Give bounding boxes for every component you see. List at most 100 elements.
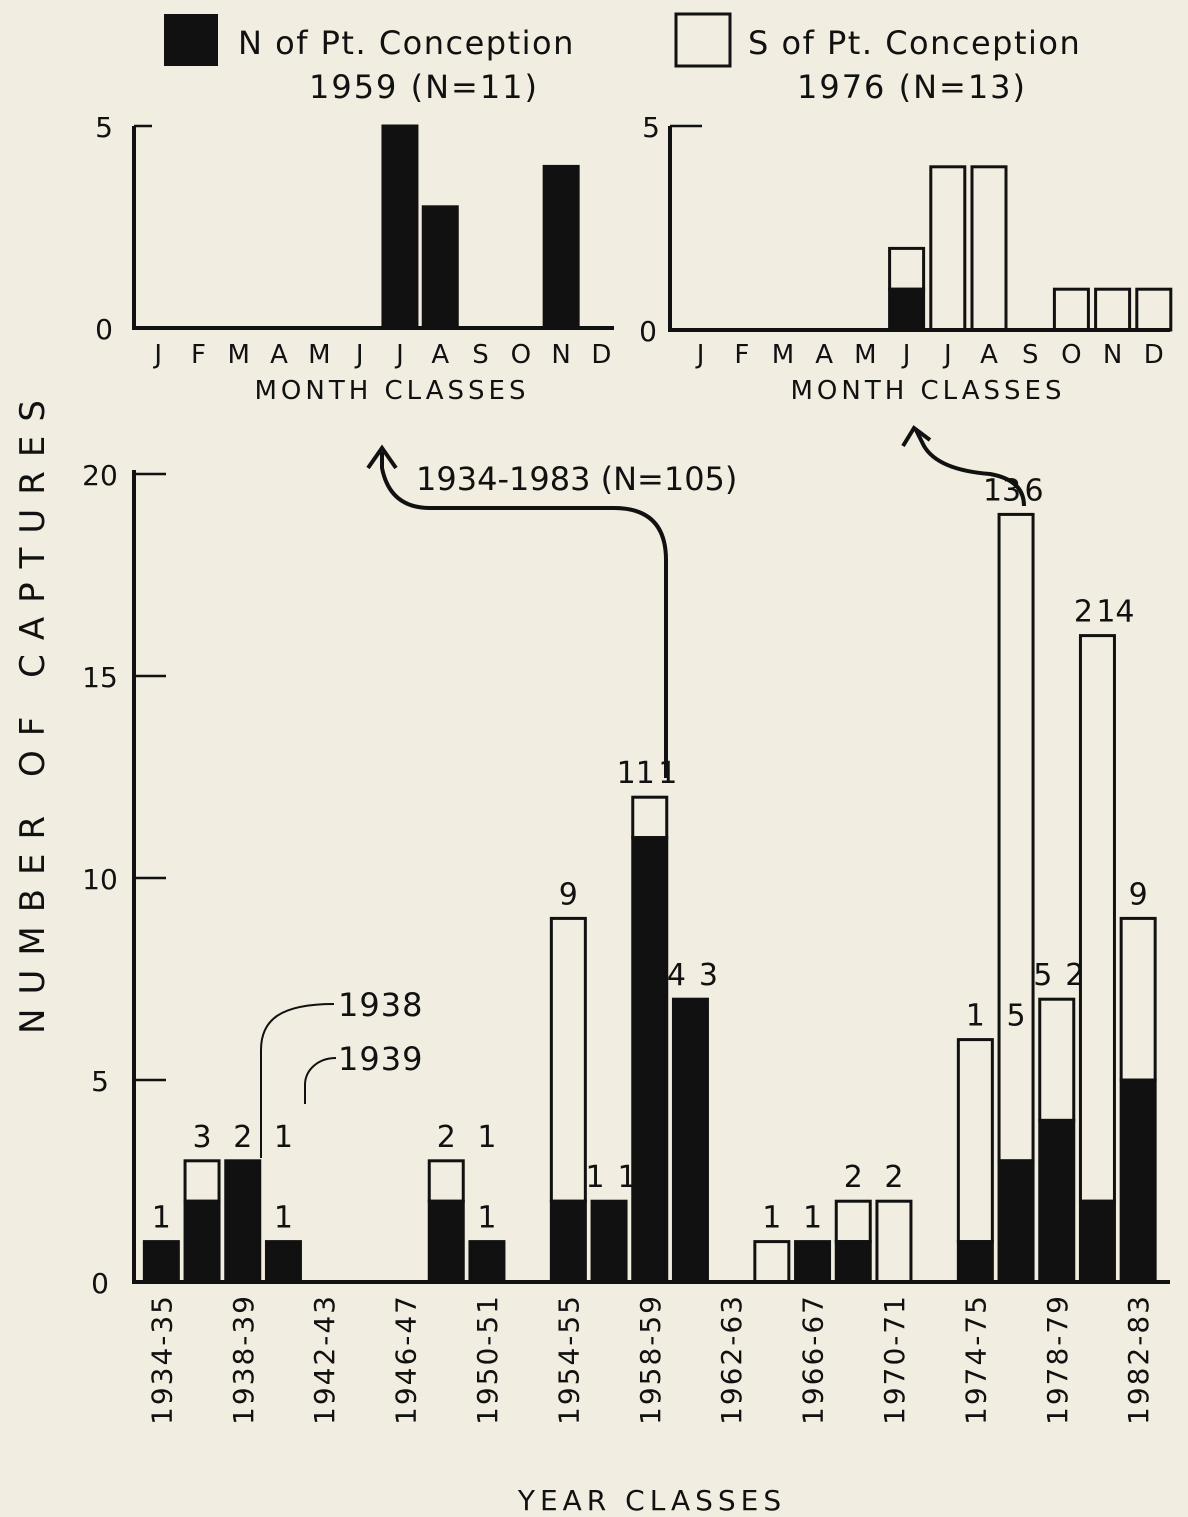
inset-1976-x-tick-label-10: N <box>1103 340 1122 370</box>
inset-1959-x-tick-label-2: M <box>228 340 250 370</box>
main-bar-south-1968-69-17 <box>834 1199 872 1244</box>
inset-1959-y-tick-label-0: 0 <box>95 313 113 346</box>
inset-1959-bar-north-j-6 <box>381 124 419 330</box>
main-y-tick-label-20: 20 <box>82 459 118 492</box>
inset-1976-x-tick-label-6: J <box>942 340 952 370</box>
main-x-tick-label-1946-47: 1946-47 <box>390 1294 423 1425</box>
main-annotation-23: 5 <box>1033 958 1052 993</box>
inset-1959-x-axis-label: MONTH CLASSES <box>254 376 529 406</box>
inset-1959-x-tick-label-10: N <box>551 340 570 370</box>
arrow-to-1959-inset <box>380 452 668 778</box>
main-annotation-24: 2 <box>1065 958 1084 993</box>
main-bar-north-1980-81-23 <box>1078 1199 1116 1284</box>
main-annotation-15: 1 <box>762 1201 781 1236</box>
main-bar-south-1936-37-1 <box>183 1159 221 1203</box>
main-y-tick-label-0: 0 <box>91 1267 109 1300</box>
main-bar-north-1948-49-7 <box>427 1199 465 1284</box>
main-x-tick-label-1966-67: 1966-67 <box>797 1294 830 1425</box>
inset-1976-x-tick-label-5: J <box>901 340 911 370</box>
inset-1976-x-tick-label-9: O <box>1061 340 1081 370</box>
main-annotation-7: 1 <box>477 1201 496 1236</box>
main-bar-south-1958-59-12 <box>631 795 669 840</box>
inset-1976-bar-south-j-5 <box>888 246 926 291</box>
inset-1959-x-tick-label-8: S <box>472 340 489 370</box>
main-annotation-1: 3 <box>193 1120 212 1155</box>
inset-1959-x-tick-label-11: D <box>591 340 611 370</box>
main-annotation-2: 2 <box>233 1120 252 1155</box>
inset-1959-x-tick-label-4: M <box>308 340 330 370</box>
inset-1959-bar-north-n-10 <box>542 164 580 330</box>
main-bar-north-1936-37-1 <box>183 1199 221 1284</box>
main-annotation-6: 1 <box>477 1120 496 1155</box>
legend-north-swatch <box>164 14 218 66</box>
main-bar-north-1966-67-16 <box>794 1240 832 1284</box>
main-bar-south-1976-77-21 <box>997 512 1035 1163</box>
main-y-tick-label-5: 5 <box>91 1065 109 1098</box>
inset-1959-x-tick-label-6: J <box>394 340 404 370</box>
inset-1976-bar-north-j-5 <box>888 287 926 332</box>
main-annotation-13: 4 <box>667 958 686 993</box>
inset-1959-x-tick-label-1: F <box>191 340 206 370</box>
main-annotation-10: 1 <box>618 1160 637 1195</box>
main-bar-north-1974-75-20 <box>956 1240 994 1284</box>
main-x-tick-label-1942-43: 1942-43 <box>308 1294 341 1425</box>
main-bar-north-1958-59-12 <box>631 836 669 1284</box>
main-bar-north-1938-39-2 <box>224 1159 262 1284</box>
main-annotation-25: 2 <box>1074 595 1093 630</box>
main-bar-north-1968-69-17 <box>834 1240 872 1284</box>
main-annotation-8: 9 <box>559 877 578 912</box>
inset-1976-x-tick-label-4: M <box>854 340 876 370</box>
arrow-to-1976-inset <box>914 429 1026 507</box>
main-bar-north-1978-79-22 <box>1038 1118 1076 1284</box>
main-annotation-18: 2 <box>884 1160 903 1195</box>
main-x-tick-label-1974-75: 1974-75 <box>959 1294 992 1425</box>
main-annotation-11: 11 <box>617 756 655 791</box>
main-y-ticks: 0 5 10 15 20 <box>82 459 166 1300</box>
legend-south-label: S of Pt. Conception <box>748 24 1081 62</box>
main-y-tick-label-15: 15 <box>82 661 118 694</box>
main-bar-north-1954-55-10 <box>549 1199 587 1284</box>
inset-1976-x-tick-label-11: D <box>1144 340 1164 370</box>
arrow-head-1959 <box>366 444 398 470</box>
main-x-tick-label-1934-35: 1934-35 <box>145 1294 178 1425</box>
inset-1959-bar-north-a-7 <box>421 205 459 330</box>
main-x-tick-label-1958-59: 1958-59 <box>634 1294 667 1425</box>
inset-1959-y-tick-label-5: 5 <box>95 111 113 144</box>
main-arrow-label: 1934-1983 (N=105) <box>416 460 737 498</box>
main-annotation-16: 1 <box>803 1201 822 1236</box>
main-annotation-26: 14 <box>1096 595 1134 630</box>
main-bar-north-1976-77-21 <box>997 1159 1035 1284</box>
main-x-tick-label-1950-51: 1950-51 <box>471 1294 504 1425</box>
inset-1976-x-tick-label-8: S <box>1022 340 1039 370</box>
main-bar-north-1934-35-0 <box>142 1240 180 1284</box>
main-annotation-0: 1 <box>152 1201 171 1236</box>
inset-1976-bar-south-j-6 <box>929 165 967 332</box>
main-x-tick-labels: 1934-35 1938-39 1942-43 1946-47 1950-51 1954-… <box>145 1294 1155 1425</box>
main-bar-north-1956-57-11 <box>590 1199 628 1284</box>
inset-1976-y-tick-label-5: 5 <box>642 111 660 144</box>
inset-1976-bars <box>888 165 1173 332</box>
inset-1976-x-tick-label-7: A <box>980 340 998 370</box>
main-bar-south-1970-71-18 <box>875 1199 913 1284</box>
main-bar-south-1954-55-10 <box>549 916 587 1203</box>
legend: N of Pt. Conception S of Pt. Conception <box>164 12 1081 68</box>
inset-1959-x-tick-label-7: A <box>431 340 449 370</box>
inset-1959-bars <box>381 124 580 330</box>
main-annotation-17: 2 <box>844 1160 863 1195</box>
main-bar-north-1960-61-13 <box>671 997 709 1284</box>
main-bar-south-1964-65-15 <box>753 1240 791 1284</box>
main-annotation-4: 1 <box>274 1201 293 1236</box>
main-x-tick-label-1982-83: 1982-83 <box>1122 1294 1155 1425</box>
main-annotation-14: 3 <box>699 958 718 993</box>
main-annotation-22: 6 <box>1025 473 1044 508</box>
inset-1959-title: 1959 (N=11) <box>309 68 539 106</box>
main-annotation-9: 1 <box>586 1160 605 1195</box>
main-annotation-19: 1 <box>966 999 985 1034</box>
inset-1976-x-tick-label-2: M <box>772 340 794 370</box>
main-bar-north-1982-83-24 <box>1119 1078 1157 1284</box>
main-x-axis-label: YEAR CLASSES <box>517 1484 786 1517</box>
inset-1959-x-tick-label-5: J <box>354 340 364 370</box>
legend-north-label: N of Pt. Conception <box>238 24 575 62</box>
